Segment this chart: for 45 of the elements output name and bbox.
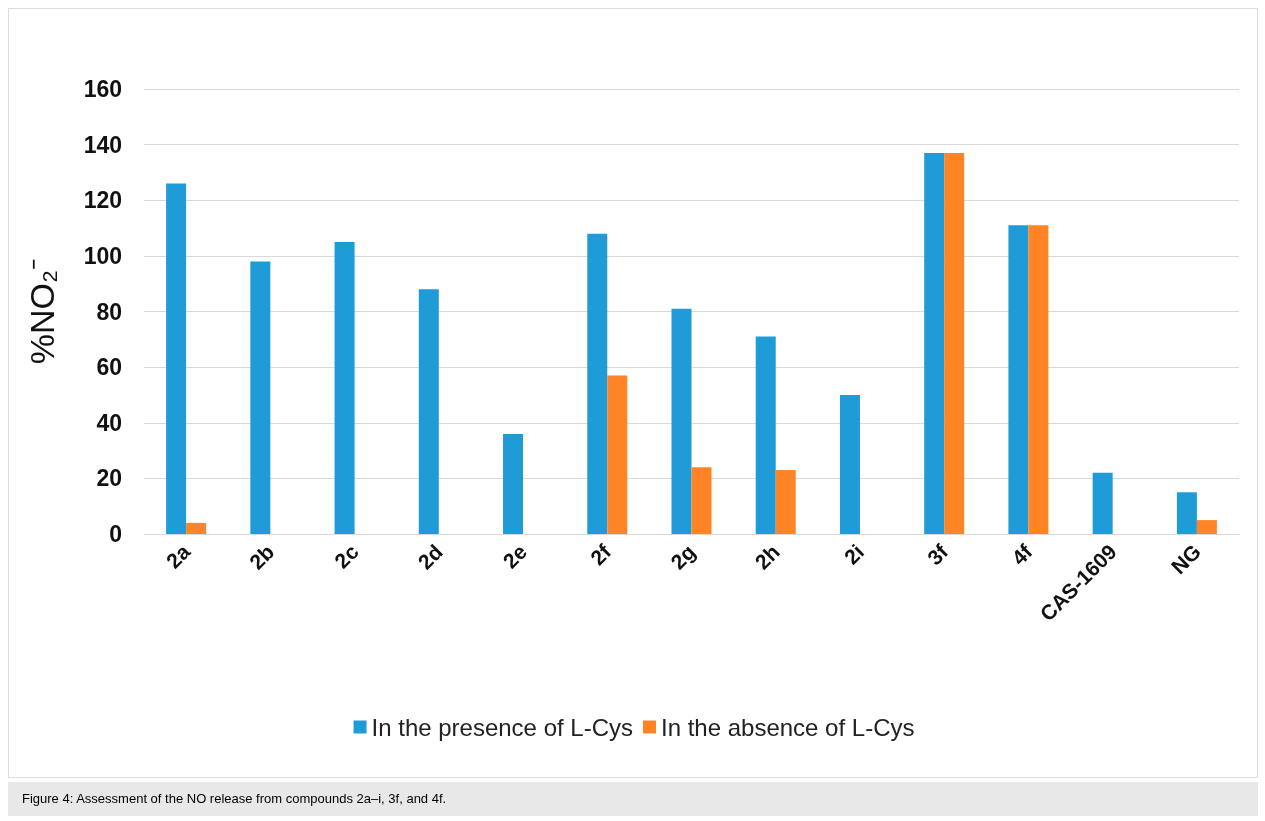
bar [1028,225,1049,534]
bar [755,336,776,534]
y-tick-label: 100 [83,242,122,269]
bar [334,241,355,534]
x-tick-label: 2h [750,539,784,574]
bar [1092,472,1113,534]
bar [186,522,207,534]
bar [1008,225,1029,534]
x-tick-label: 2i [839,539,869,569]
y-tick-label: 20 [96,465,122,492]
x-tick-label: 2c [329,539,363,573]
y-axis-title: %NO₂⁻ [23,258,61,365]
bar [691,467,712,534]
bar [166,183,187,534]
y-tick-label: 160 [83,76,122,102]
caption: Figure 4: Assessment of the NO release from compounds 2a–i, 3f, and 4f. [8,782,1258,816]
bar [1196,520,1217,534]
x-tick-label: 2e [498,539,532,573]
y-tick-label: 80 [96,298,122,325]
x-tick-label: NG [1166,539,1206,579]
bar [587,233,608,534]
x-tick-label: 2g [666,539,700,574]
bar [839,394,860,534]
x-tick-label: 3f [922,539,954,570]
bar [775,470,796,534]
bar [924,152,945,534]
y-tick-label: 120 [83,187,122,214]
bar [503,433,524,534]
legend-label: In the presence of L-Cys [371,713,633,741]
bar [671,308,692,534]
bar [607,375,628,534]
bar [944,152,965,534]
y-tick-label: 140 [83,131,122,158]
bar [1176,492,1197,534]
bar [418,289,439,534]
x-tick-label: 2b [244,539,279,574]
x-tick-label: 4f [1007,539,1038,570]
x-tick-label: 2f [585,539,617,570]
y-tick-label: 60 [96,354,122,381]
y-tick-label: 40 [96,409,122,436]
y-tick-label: 0 [109,521,122,547]
legend-label: In the absence of L-Cys [661,713,915,741]
bar [250,261,271,534]
x-tick-label: 2d [413,539,447,574]
x-tick-label: 2a [161,539,195,573]
